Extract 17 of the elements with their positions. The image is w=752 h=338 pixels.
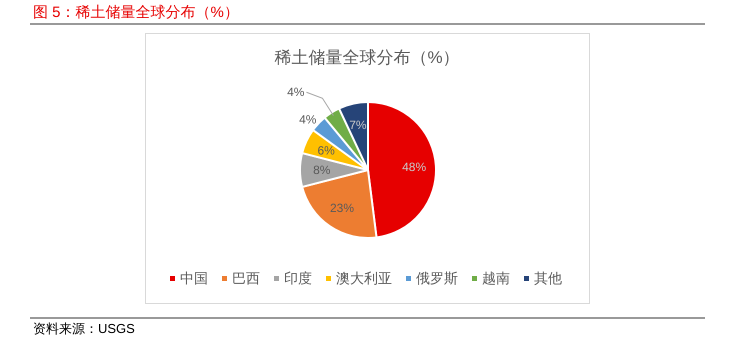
data-label: 48% (402, 160, 426, 174)
legend-label: 俄罗斯 (416, 270, 458, 286)
data-label: 6% (317, 143, 336, 158)
legend-label: 澳大利亚 (336, 270, 392, 286)
data-label: 23% (330, 201, 354, 216)
data-label: 4% (299, 112, 317, 127)
legend-label: 其他 (534, 270, 562, 286)
legend-label: 越南 (482, 270, 510, 286)
legend-label: 印度 (284, 270, 312, 286)
data-label: 4% (287, 85, 305, 100)
text: 资料来源：USGS (33, 321, 136, 336)
chart-title: 图 5：稀土储量全球分布（%） (33, 4, 239, 21)
chart-subtitle: 稀土储量全球分布（%） (274, 48, 460, 67)
data-label: 8% (313, 163, 331, 177)
data-label: 7% (349, 118, 367, 132)
legend-label: 中国 (180, 270, 208, 286)
legend-label: 巴西 (232, 270, 260, 286)
